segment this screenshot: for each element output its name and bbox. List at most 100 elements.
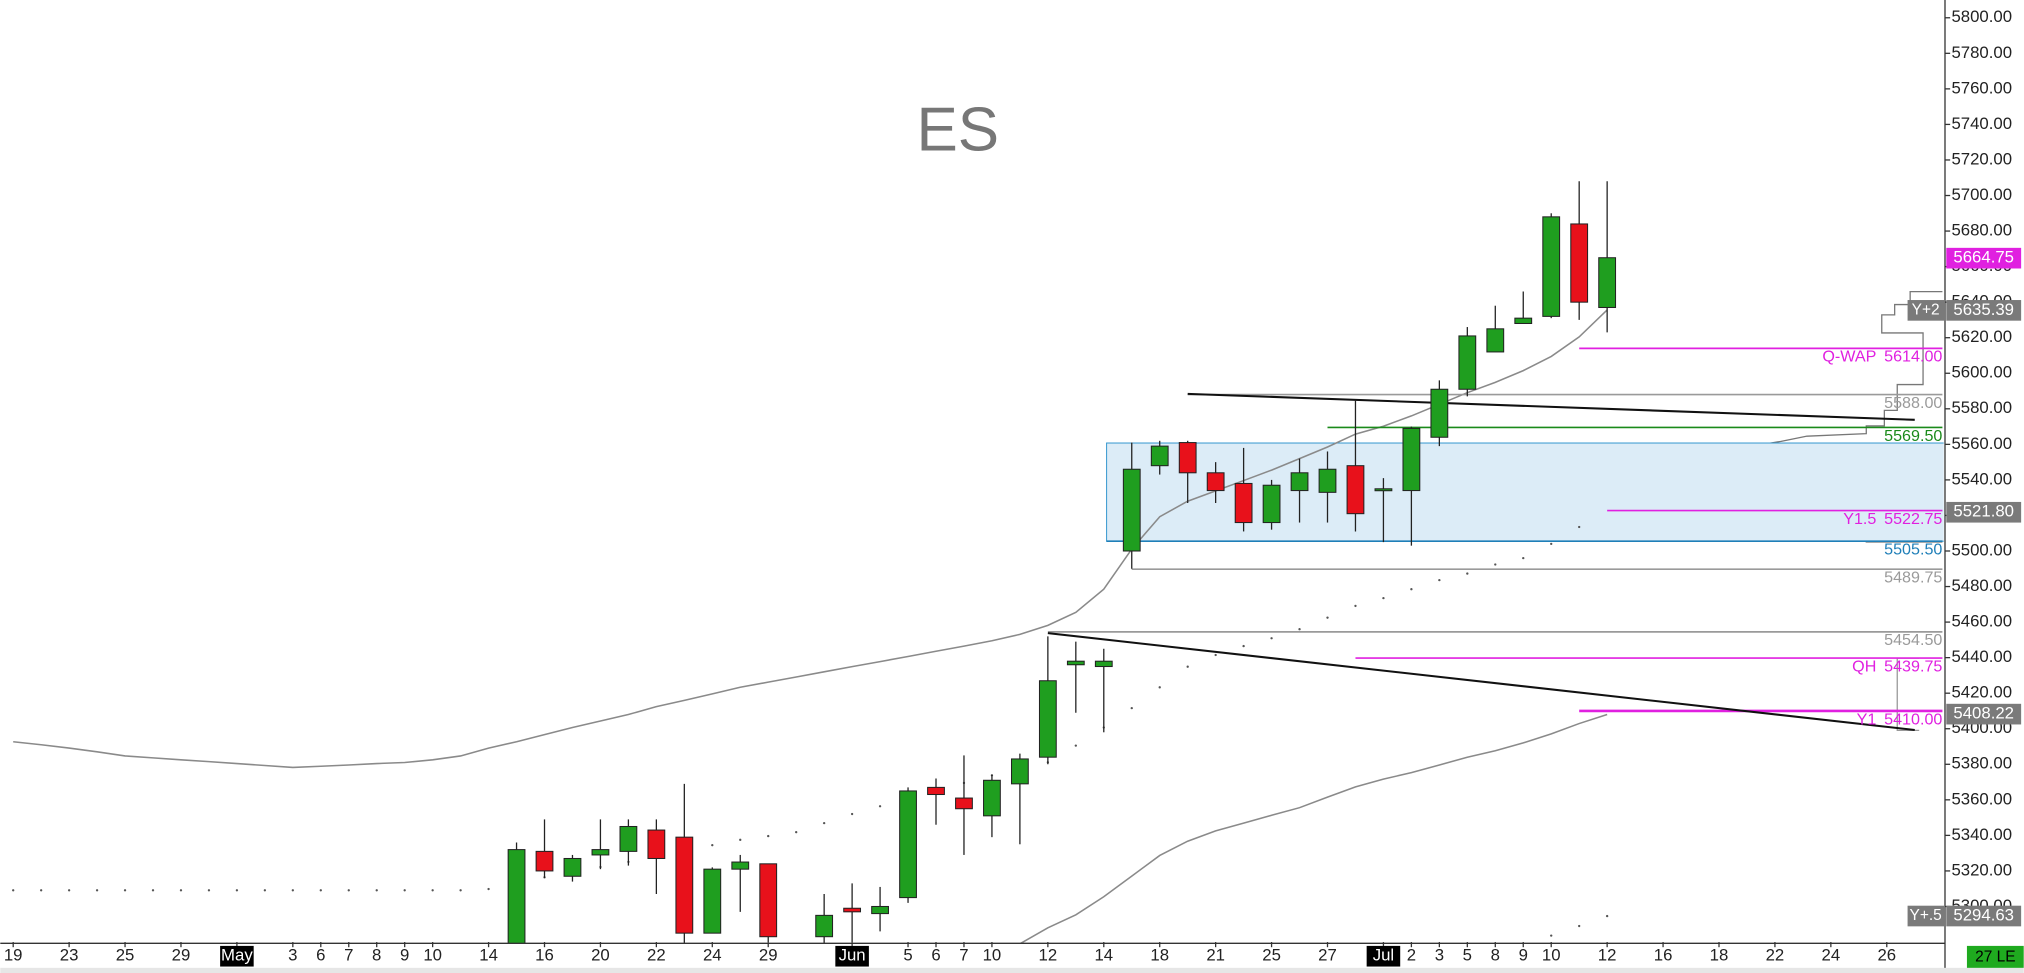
x-tick-label: 8 <box>1491 946 1500 965</box>
y-tick-label: 5780.00 <box>1951 43 2012 62</box>
band-dot <box>39 889 43 892</box>
x-tick-label: 21 <box>1206 946 1225 965</box>
band-dot <box>1186 665 1189 668</box>
candle-body <box>619 825 638 852</box>
candle-body <box>815 914 834 938</box>
price-badge <box>1946 905 2022 927</box>
band-dot <box>850 812 854 816</box>
zone <box>1106 442 1944 542</box>
band-dot <box>263 889 267 892</box>
band-dot <box>1550 542 1553 546</box>
x-tick-label: 3 <box>288 946 297 965</box>
x-tick-label: 25 <box>116 946 135 965</box>
x-tick-label: 27 <box>1318 946 1337 965</box>
level-name: QH <box>1852 657 1876 675</box>
candle-body <box>507 849 526 944</box>
y-tick-label: 5340.00 <box>1951 825 2012 844</box>
candle-body <box>871 905 889 915</box>
candle-body <box>1150 445 1169 467</box>
candle-body <box>675 836 694 934</box>
band-dot <box>1074 744 1077 747</box>
x-tick-label: 16 <box>535 946 554 965</box>
band-dot <box>1130 706 1133 710</box>
x-tick-label: 7 <box>959 946 968 965</box>
band-dot <box>319 889 322 892</box>
plot-area <box>12 181 1944 944</box>
band-dot <box>207 889 211 892</box>
x-tick-label: 22 <box>1766 946 1785 965</box>
candle-body <box>1514 317 1533 325</box>
moving-average <box>1019 713 1608 944</box>
moving-average <box>13 309 1608 769</box>
x-tick-label: 26 <box>1877 946 1896 965</box>
band-dot <box>1605 914 1609 918</box>
band-dot <box>1550 934 1553 937</box>
status-box <box>1966 945 2024 968</box>
y-tick-label: 5360.00 <box>1951 789 2012 808</box>
x-tick-label: 5 <box>903 946 912 965</box>
level-label: 5505.50 <box>1884 541 1942 559</box>
y-tick-label: 5460.00 <box>1951 612 2012 631</box>
x-tick-label: 16 <box>1654 946 1673 965</box>
x-tick-label: 10 <box>1542 946 1561 965</box>
price-badge-label: 5294.63 <box>1953 905 2014 924</box>
y-tick-label: 5700.00 <box>1951 185 2012 204</box>
candle-body <box>703 868 722 934</box>
level-label: 5439.75 <box>1884 657 1942 675</box>
band-dot <box>795 831 798 834</box>
y-tick-label: 5440.00 <box>1951 647 2012 666</box>
x-tick-label: 20 <box>591 946 610 965</box>
candle-body <box>1402 427 1421 492</box>
candle-body <box>1290 472 1309 492</box>
x-tick-label: 24 <box>703 946 722 965</box>
band-dot <box>179 889 183 892</box>
band-dot <box>1466 572 1469 575</box>
candle-body <box>983 779 1001 817</box>
candle-body <box>1206 472 1225 492</box>
y-tick-label: 5480.00 <box>1951 576 2012 595</box>
x-tick-label: 6 <box>316 946 325 965</box>
month-marker <box>1366 945 1401 967</box>
band-dot <box>291 889 294 892</box>
level-label: 5569.50 <box>1884 427 1942 445</box>
level-name: Y1.5 <box>1843 510 1876 528</box>
band-dot <box>67 889 71 892</box>
band-dot <box>1326 616 1329 619</box>
x-tick-label: 6 <box>931 946 940 965</box>
candle-body <box>955 797 973 810</box>
band-dot <box>1242 644 1245 648</box>
band-dot <box>1578 525 1581 529</box>
band-dot <box>1354 604 1357 608</box>
y-tick-label: 5560.00 <box>1951 434 2012 453</box>
candle-body <box>1122 468 1141 552</box>
chart-title: ES <box>916 96 999 165</box>
x-tick-label: 5 <box>1463 946 1472 965</box>
price-badge-label: 5664.75 <box>1953 248 2014 267</box>
candle-body <box>1066 660 1085 666</box>
band-dot <box>739 838 742 841</box>
candle-body <box>1458 335 1477 390</box>
x-tick-label: 12 <box>1598 946 1617 965</box>
price-badge-label: 5635.39 <box>1953 300 2014 319</box>
band-dot <box>1382 596 1385 600</box>
status-label: 27 LE <box>1975 949 2015 966</box>
band-dot <box>347 889 350 892</box>
candle-body <box>1010 758 1029 785</box>
y-tick-label: 5620.00 <box>1951 327 2012 346</box>
band-dot <box>711 843 714 847</box>
level-label: 5454.50 <box>1884 631 1942 649</box>
month-marker <box>835 945 869 967</box>
x-tick-label: 23 <box>60 946 79 965</box>
candle-body <box>731 861 750 870</box>
level-label: 5522.75 <box>1884 510 1942 528</box>
price-badge <box>1946 501 2022 523</box>
candle-body <box>1570 223 1589 303</box>
candle-body <box>1178 442 1197 474</box>
x-tick-label: 18 <box>1150 946 1169 965</box>
candle-body <box>591 849 610 856</box>
candle-body <box>1598 257 1617 309</box>
level-label: 5588.00 <box>1884 394 1942 412</box>
y-tick-label: 5540.00 <box>1951 469 2012 488</box>
x-tick-label: 18 <box>1710 946 1729 965</box>
level-label: 5489.75 <box>1884 569 1942 587</box>
